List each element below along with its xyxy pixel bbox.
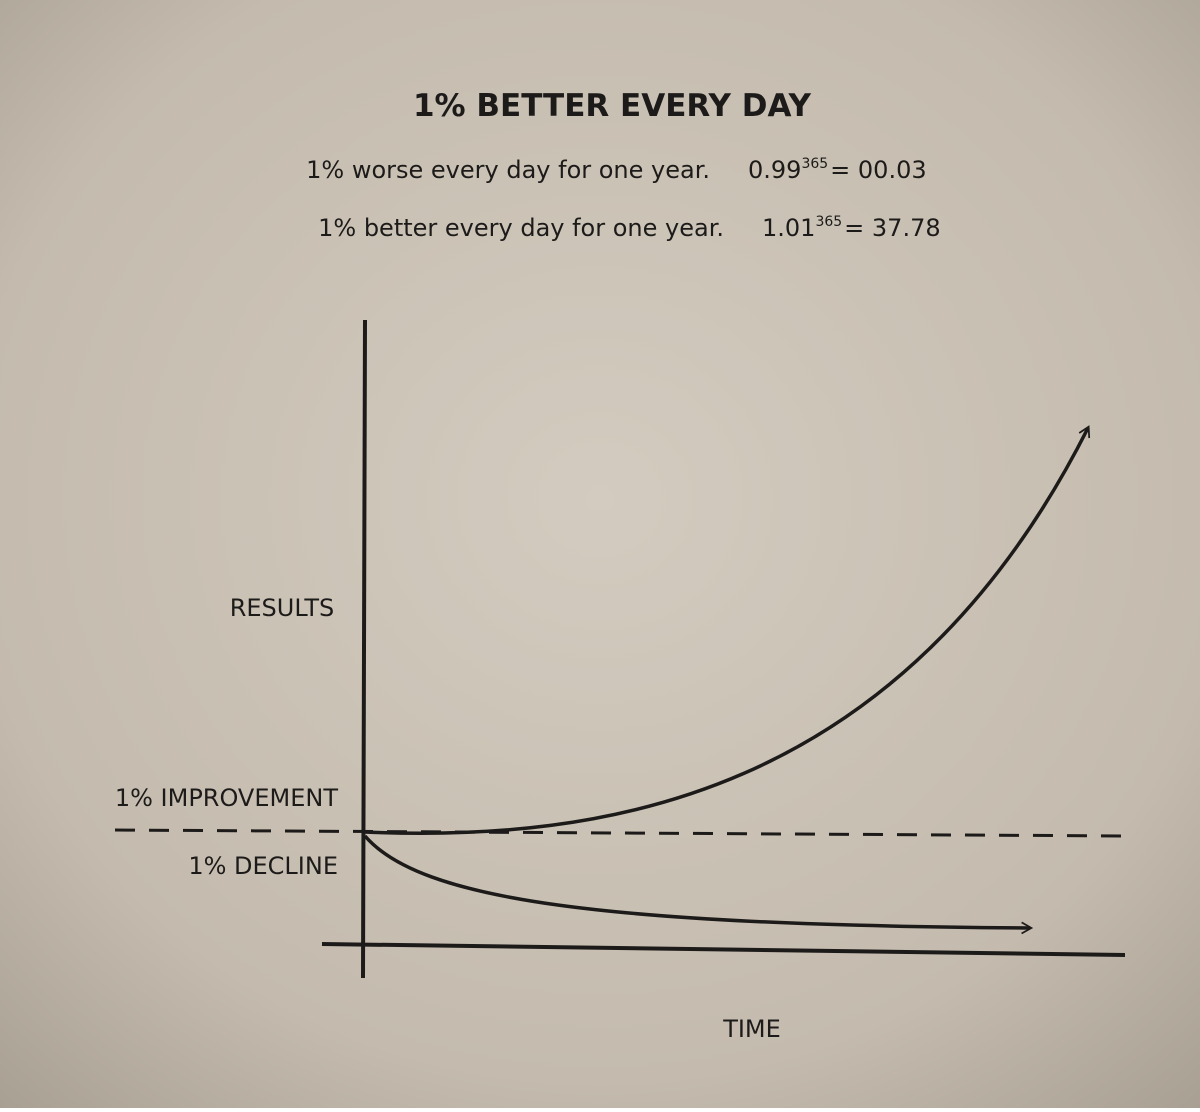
formula-result: = 00.03 bbox=[830, 156, 926, 184]
improvement-curve bbox=[364, 425, 1091, 835]
formula-result: = 37.78 bbox=[844, 214, 940, 242]
y-axis-label: RESULTS bbox=[230, 594, 335, 622]
formula-text: 1% worse every day for one year. bbox=[306, 156, 710, 184]
decline-label: 1% DECLINE bbox=[188, 852, 338, 880]
decline-curve bbox=[363, 834, 1034, 935]
improvement-label: 1% IMPROVEMENT bbox=[115, 784, 339, 812]
x-axis bbox=[321, 942, 1126, 957]
formula-exponent: 365 bbox=[815, 214, 842, 230]
y-axis bbox=[361, 319, 367, 979]
formula: 0.99365= 00.03 bbox=[748, 156, 927, 184]
title: 1% BETTER EVERY DAY bbox=[413, 88, 812, 124]
formula: 1.01365= 37.78 bbox=[762, 214, 941, 242]
x-axis-label: TIME bbox=[722, 1015, 781, 1043]
formula-base: 0.99 bbox=[748, 156, 801, 184]
formula-base: 1.01 bbox=[762, 214, 815, 242]
formula-exponent: 365 bbox=[801, 156, 828, 172]
formula-text: 1% better every day for one year. bbox=[318, 214, 724, 242]
